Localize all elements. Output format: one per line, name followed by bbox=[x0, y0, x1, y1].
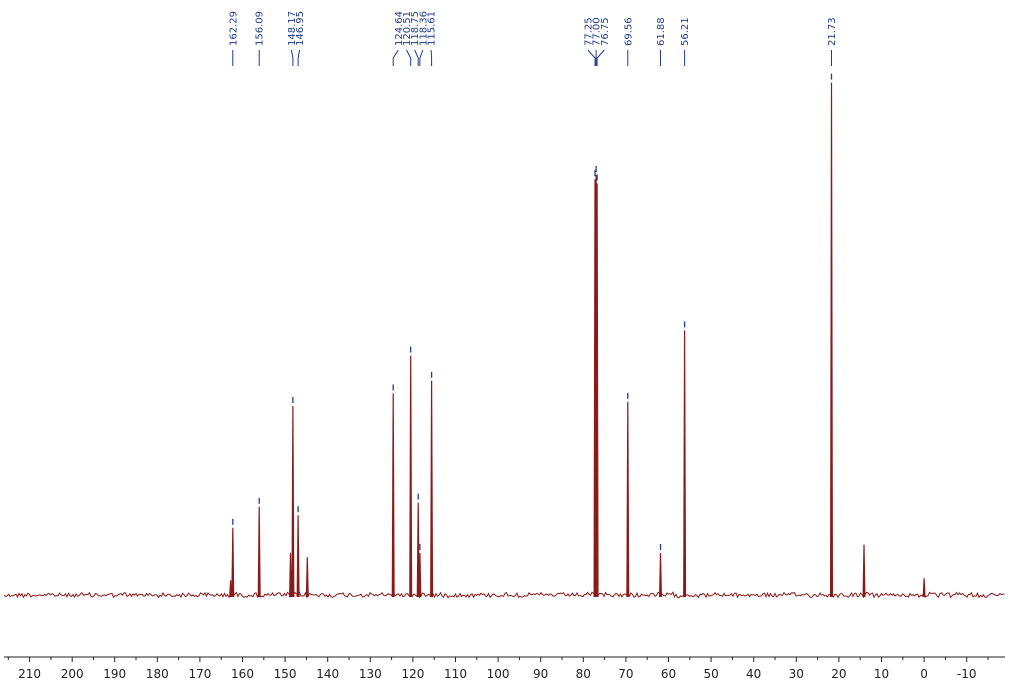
x-axis: 210 200 190 180 170 160 150 140 130 120 110 100 90 80… bbox=[4, 656, 1005, 681]
baseline-noise-trace bbox=[3, 591, 1005, 599]
peak-label: 115.61 bbox=[427, 11, 438, 46]
x-tick-label: 130 bbox=[359, 667, 382, 681]
peak-top-markers bbox=[232, 73, 833, 550]
peak-21_73 bbox=[830, 82, 833, 598]
x-tick-label: 40 bbox=[746, 667, 761, 681]
spectrum-baseline-noise bbox=[3, 591, 1005, 599]
peak-label: 61.88 bbox=[656, 17, 667, 46]
x-tick-label: 90 bbox=[533, 667, 548, 681]
peak-label: 156.09 bbox=[255, 11, 266, 46]
peak-label: 69.56 bbox=[623, 17, 634, 46]
x-tick-label: 20 bbox=[831, 667, 846, 681]
peak-label: 77.25 bbox=[583, 17, 594, 46]
annotation-connector bbox=[297, 49, 301, 66]
annotation-connector bbox=[414, 49, 419, 66]
x-tick-label: 180 bbox=[146, 667, 169, 681]
x-tick-label: 60 bbox=[661, 667, 676, 681]
x-tick-label: 50 bbox=[703, 667, 718, 681]
annotation-connector bbox=[290, 49, 294, 66]
x-tick-label: 120 bbox=[401, 667, 424, 681]
peak-118_36 bbox=[418, 552, 422, 598]
peak-56_21 bbox=[683, 330, 687, 598]
x-tick-label: 0 bbox=[920, 667, 928, 681]
annotation-connector bbox=[430, 49, 433, 66]
peak-148_75 bbox=[289, 552, 292, 598]
peak-144_8 bbox=[305, 557, 309, 598]
x-tick-label: 110 bbox=[444, 667, 467, 681]
peak-162_8 bbox=[229, 580, 233, 598]
peak-148_17 bbox=[291, 405, 295, 598]
peak-label: 124.64 bbox=[394, 11, 405, 46]
annotation-connector bbox=[392, 49, 399, 66]
x-tick-label: 100 bbox=[487, 667, 510, 681]
annotation-connector bbox=[587, 49, 596, 66]
peak-label: 162.29 bbox=[228, 11, 239, 46]
spectrum-peaks bbox=[229, 82, 926, 598]
peak-69_56 bbox=[626, 401, 630, 598]
peak-115_61 bbox=[430, 380, 434, 598]
x-tick-label: 160 bbox=[231, 667, 254, 681]
x-tick-label: 150 bbox=[274, 667, 297, 681]
peak-label: 118.75 bbox=[410, 11, 421, 46]
peak-61_88 bbox=[659, 552, 662, 598]
x-tick-label: 30 bbox=[789, 667, 804, 681]
peak-120_51 bbox=[409, 355, 413, 598]
annotation-connector bbox=[419, 49, 424, 66]
peak-label: 56.21 bbox=[680, 17, 691, 46]
peak-label: 118.36 bbox=[418, 11, 429, 46]
x-tick-label: 170 bbox=[188, 667, 211, 681]
peak-156_09 bbox=[257, 506, 261, 598]
peak-14_1 bbox=[862, 544, 866, 598]
peak-146_95 bbox=[296, 515, 300, 598]
peak-118_75 bbox=[416, 502, 420, 598]
peak-label: 21.73 bbox=[827, 17, 838, 46]
x-tick-label: 190 bbox=[103, 667, 126, 681]
peak-label: 148.17 bbox=[287, 11, 298, 46]
peak-label: 76.75 bbox=[600, 17, 611, 46]
annotation-connector bbox=[406, 49, 412, 66]
peak-0 bbox=[922, 578, 926, 598]
peak-162_29 bbox=[231, 527, 235, 598]
x-tick-label: 200 bbox=[61, 667, 84, 681]
annotation-connector bbox=[596, 49, 605, 66]
x-tick-label: 70 bbox=[618, 667, 633, 681]
peak-124_64 bbox=[391, 393, 395, 598]
peak-label: 146.95 bbox=[295, 11, 306, 46]
x-tick-label: 10 bbox=[874, 667, 889, 681]
peak-76_75 bbox=[595, 183, 599, 598]
peak-label: 77.00 bbox=[592, 17, 603, 46]
peak-label: 120.51 bbox=[402, 11, 413, 46]
x-tick-label: 210 bbox=[18, 667, 41, 681]
x-tick-label: 140 bbox=[316, 667, 339, 681]
x-tick-label: -10 bbox=[957, 667, 977, 681]
x-tick-label: 80 bbox=[576, 667, 591, 681]
